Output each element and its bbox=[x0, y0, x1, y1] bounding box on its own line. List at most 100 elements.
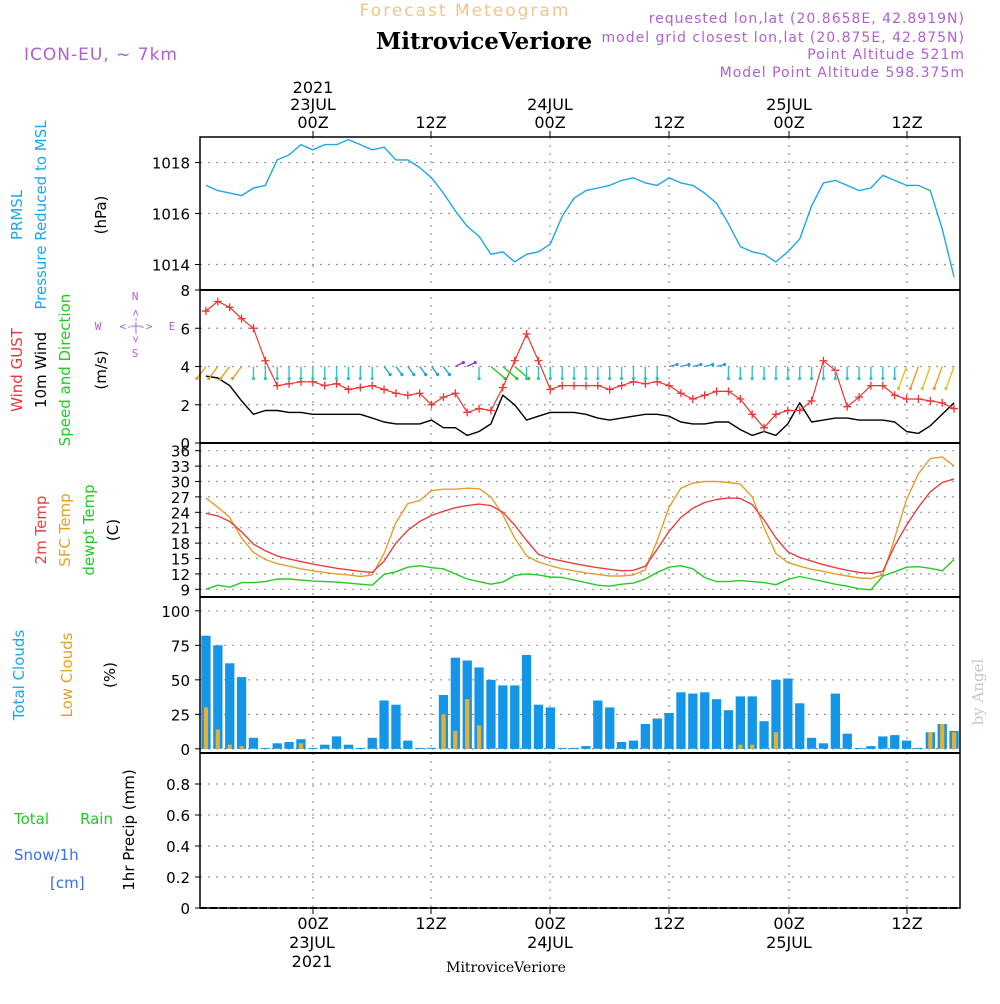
bottom-year: 2021 bbox=[292, 952, 333, 971]
wind-compass: N <-|-> S W <-|-> E bbox=[95, 290, 176, 360]
wind-arrow-head bbox=[207, 376, 211, 381]
pressure-label-prmsl: PRMSL bbox=[8, 189, 26, 240]
wind-speed-line bbox=[205, 375, 955, 437]
gust-marker bbox=[237, 314, 246, 323]
wind-direction-arrow bbox=[909, 366, 920, 389]
wind-arrow-head bbox=[809, 376, 814, 381]
wind-direction-arrow bbox=[921, 366, 931, 389]
temp-y-tick-label: 21 bbox=[171, 520, 190, 538]
wind-arrow-head bbox=[435, 372, 440, 377]
grid-layer bbox=[200, 137, 960, 909]
temp-y-tick-label: 18 bbox=[171, 535, 190, 553]
low-cloud-bar bbox=[738, 744, 743, 749]
cloud-label-low: Low Clouds bbox=[58, 632, 76, 717]
total-cloud-bar bbox=[498, 685, 508, 749]
gust-marker bbox=[285, 379, 294, 388]
total-cloud-bar bbox=[225, 663, 235, 749]
total-cloud-bar bbox=[759, 721, 769, 749]
gust-marker bbox=[391, 389, 400, 398]
gust-marker bbox=[605, 385, 614, 394]
total-cloud-bar bbox=[664, 713, 674, 749]
total-cloud-bar bbox=[747, 696, 757, 749]
gust-marker bbox=[938, 398, 947, 407]
pressure-y-tick-label: 1014 bbox=[152, 257, 190, 275]
gust-marker bbox=[736, 395, 745, 404]
gust-marker bbox=[249, 324, 258, 333]
gust-marker bbox=[213, 297, 222, 306]
wind-arrow-head bbox=[711, 362, 715, 367]
wind-arrow-head bbox=[400, 372, 404, 377]
gust-marker bbox=[546, 385, 555, 394]
cloud-label-unit: (%) bbox=[101, 662, 119, 688]
low-cloud-bar bbox=[952, 732, 957, 749]
wind-arrow-head bbox=[833, 376, 837, 381]
precip-label-rain: Rain bbox=[80, 810, 113, 828]
bottom-time-tick-label: 00Z bbox=[297, 914, 328, 933]
wind-arrow-head bbox=[643, 376, 647, 381]
low-cloud-bar bbox=[928, 732, 933, 749]
closest-coords: model grid closest lon,lat (20.875E, 42.… bbox=[601, 30, 965, 46]
wind-y-tick-label: 6 bbox=[180, 320, 190, 338]
gust-marker bbox=[581, 381, 590, 390]
wind-arrow-head bbox=[230, 376, 235, 381]
low-cloud-bar bbox=[453, 730, 458, 749]
low-cloud-bar bbox=[940, 724, 945, 749]
gust-marker bbox=[771, 410, 780, 419]
gust-marker bbox=[403, 391, 412, 400]
point-altitude: Point Altitude 521m bbox=[807, 47, 965, 63]
total-cloud-bar bbox=[308, 747, 318, 749]
low-cloud-bar bbox=[239, 746, 244, 749]
total-cloud-bar bbox=[842, 733, 852, 749]
requested-coords: requested lon,lat (20.8658E, 42.8919N) bbox=[649, 11, 965, 27]
temp-label-2m: 2m Temp bbox=[32, 496, 50, 565]
gust-marker bbox=[451, 389, 460, 398]
clouds-y-tick-label: 25 bbox=[171, 706, 190, 724]
temp-y-tick-label: 9 bbox=[180, 581, 190, 599]
wind-arrow-head bbox=[687, 362, 691, 367]
total-cloud-bar bbox=[723, 710, 734, 749]
model-label: ICON-EU, ~ 7km bbox=[24, 45, 178, 65]
precip-label-snow: Snow/1h bbox=[14, 846, 79, 864]
wind-arrow-head bbox=[655, 376, 659, 381]
wind-label-unit: (m/s) bbox=[92, 350, 110, 389]
total-cloud-bar bbox=[628, 740, 639, 749]
total-cloud-bar bbox=[700, 692, 710, 749]
total-cloud-bar bbox=[806, 737, 817, 749]
wind-direction-arrow bbox=[502, 365, 518, 380]
model-altitude: Model Point Altitude 598.375m bbox=[720, 65, 965, 81]
total-cloud-bar bbox=[450, 657, 460, 749]
total-cloud-bar bbox=[415, 747, 425, 749]
compass-vertical-arrows: <-|-> bbox=[129, 309, 142, 342]
wind-arrow-head bbox=[219, 376, 223, 381]
wind-arrow-head bbox=[572, 376, 576, 381]
data-layer bbox=[195, 138, 959, 749]
wind-direction-arrow bbox=[419, 366, 427, 375]
total-cloud-bar bbox=[320, 744, 330, 749]
wind-direction-arrow bbox=[208, 366, 219, 379]
footer-location: MitroviceVeriore bbox=[446, 960, 566, 976]
wind-direction-arrow bbox=[407, 366, 415, 375]
gust-marker bbox=[522, 329, 531, 338]
wind-arrow-head bbox=[299, 376, 303, 381]
total-cloud-bar bbox=[391, 704, 401, 749]
top-date-2: 24JUL bbox=[527, 95, 573, 114]
precip-y-tick-label: 0.4 bbox=[166, 838, 190, 856]
gust-marker bbox=[700, 391, 709, 400]
wind-arrow-head bbox=[675, 362, 679, 367]
compass-east: E bbox=[169, 320, 176, 333]
low-cloud-bar bbox=[227, 744, 232, 749]
total-cloud-bar bbox=[557, 747, 567, 749]
bottom-date-3: 25JUL bbox=[766, 933, 812, 952]
total-cloud-bar bbox=[795, 703, 805, 749]
total-cloud-bar bbox=[818, 743, 829, 749]
low-cloud-bar bbox=[773, 732, 779, 749]
total-cloud-bar bbox=[236, 677, 247, 749]
gust-marker bbox=[712, 387, 721, 396]
gust-marker bbox=[201, 307, 210, 316]
total-cloud-bar bbox=[890, 735, 900, 749]
wind-arrow-head bbox=[908, 386, 913, 391]
gust-marker bbox=[368, 381, 377, 390]
wind-arrow-head bbox=[798, 376, 802, 381]
total-cloud-bar bbox=[593, 700, 603, 749]
